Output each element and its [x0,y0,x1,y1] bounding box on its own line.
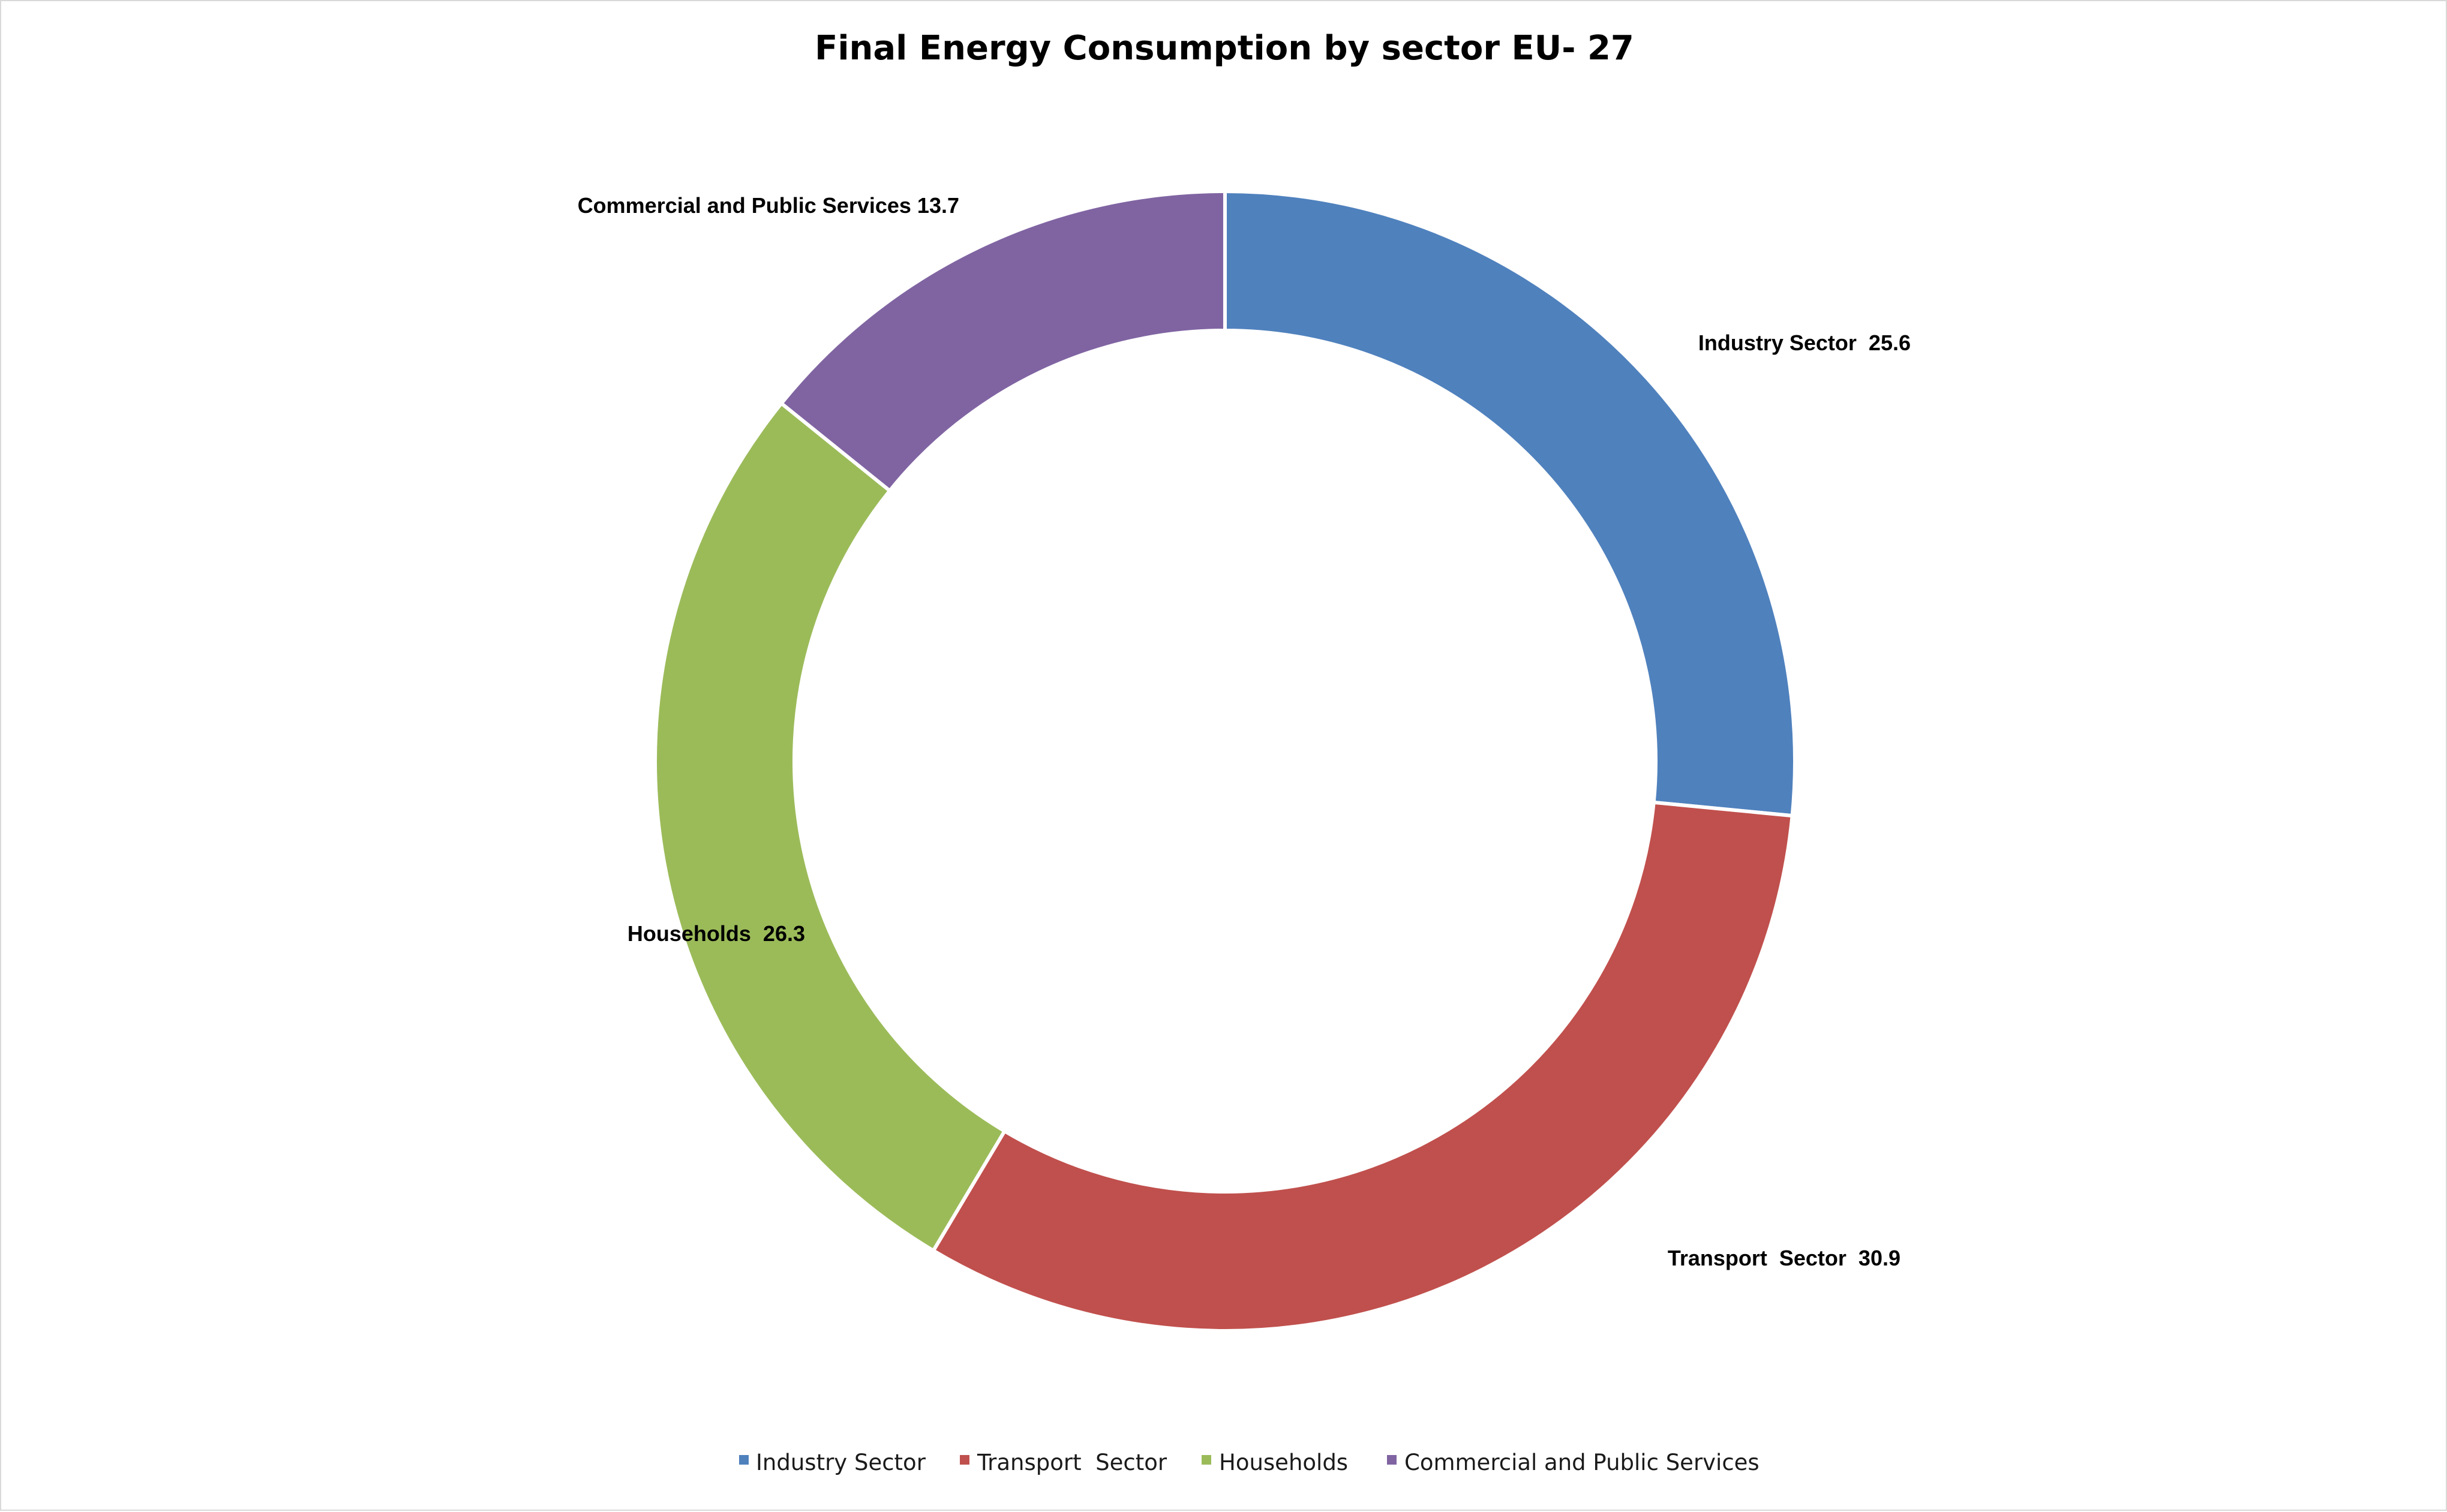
legend-label-households: Households [1219,1450,1348,1475]
data-label-commercial-and-public-services: Commercial and Public Services 13.7 [578,193,959,218]
legend-swatch-commercial-and-public-services [1387,1455,1397,1465]
chart-title: Final Energy Consumption by sector EU- 2… [815,29,1634,68]
legend-label-transport-sector: Transport Sector [977,1450,1167,1475]
legend-label-industry-sector: Industry Sector [756,1450,926,1475]
slice-commercial-and-public-services [779,189,1227,494]
data-labels-group: Industry Sector 25.6 Transport Sector 30.… [578,193,1911,1270]
data-label-industry-sector: Industry Sector 25.6 [1698,330,1911,355]
data-label-households: Households 26.3 [627,921,805,946]
slice-households [653,401,1007,1254]
legend-swatch-industry-sector [739,1455,749,1465]
data-label-transport-sector: Transport Sector 30.9 [1668,1246,1900,1270]
legend-swatch-transport-sector [960,1455,969,1465]
slices-group [653,189,1797,1333]
legend: Industry Sector Transport Sector Household… [739,1450,1760,1475]
legend-label-commercial-and-public-services: Commercial and Public Services [1404,1450,1760,1475]
slice-industry-sector [1223,189,1797,818]
slice-transport-sector [930,800,1794,1333]
legend-swatch-households [1202,1455,1211,1465]
